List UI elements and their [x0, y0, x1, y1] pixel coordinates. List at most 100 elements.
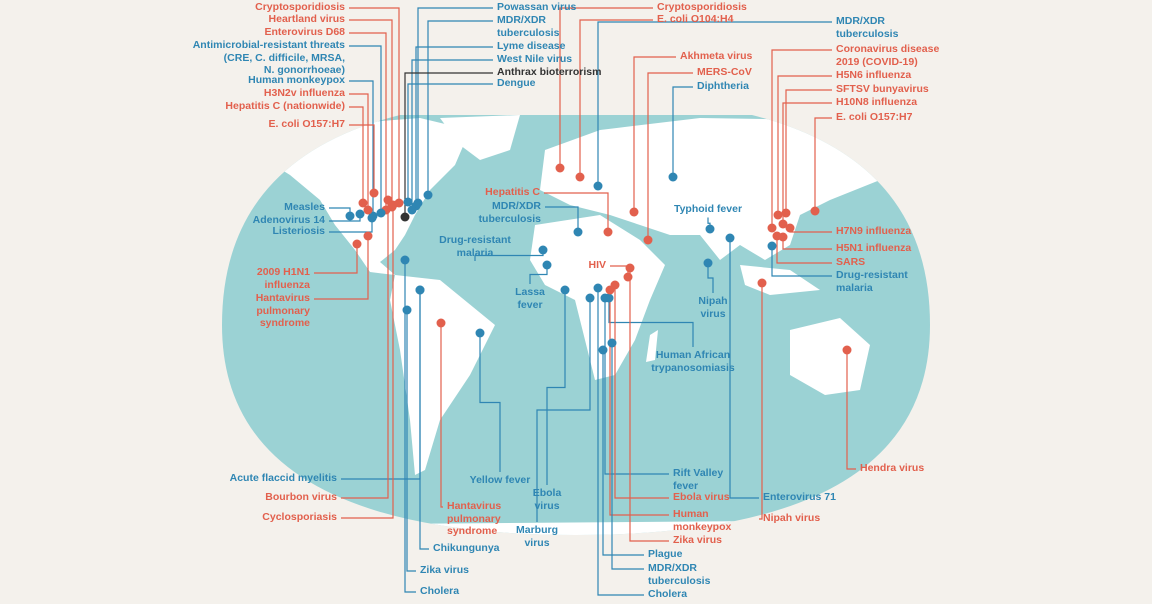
- outbreak-dot: [400, 255, 410, 265]
- outbreak-dot: [593, 181, 603, 191]
- disease-label-line: virus: [700, 307, 726, 320]
- disease-label-line: Zika virus: [673, 534, 723, 546]
- outbreak-dot: [605, 285, 615, 295]
- disease-label: West Nile virus: [497, 53, 572, 66]
- disease-label-line: SFTSV bunyavirus: [836, 83, 929, 95]
- outbreak-dot: [400, 212, 410, 222]
- leader-line: [440, 323, 443, 508]
- leader-line: [777, 75, 832, 215]
- leader-line: [782, 102, 832, 224]
- disease-label-line: Hantavirus: [447, 500, 502, 512]
- leader-line: [611, 343, 644, 570]
- disease-label-line: MDR/XDR: [836, 15, 885, 27]
- disease-label-line: H3N2v influenza: [263, 87, 345, 99]
- leader-line: [707, 263, 714, 293]
- australia: [790, 318, 870, 395]
- disease-label: Ebola virus: [533, 487, 562, 512]
- disease-label: Hepatitis C: [485, 186, 540, 199]
- disease-label-line: Dengue: [497, 77, 536, 89]
- outbreak-dot: [560, 285, 570, 295]
- disease-label-line: Lassa: [515, 286, 545, 298]
- leader-line: [771, 246, 832, 277]
- leader-line: [349, 106, 364, 203]
- disease-label: Cyclosporiasis: [262, 511, 337, 524]
- leader-line: [776, 236, 832, 264]
- outbreak-dot: [623, 272, 633, 282]
- disease-label: Bourbon virus: [265, 491, 337, 504]
- leader-line: [415, 46, 493, 206]
- disease-label-line: Lyme disease: [497, 40, 566, 52]
- disease-label: Chikungunya: [433, 542, 500, 555]
- outbreak-dot: [705, 224, 715, 234]
- disease-label-line: tuberculosis: [648, 574, 711, 587]
- leader-line: [846, 350, 856, 470]
- disease-label: 2009 H1N1 influenza: [257, 266, 310, 291]
- disease-label: SFTSV bunyavirus: [836, 83, 929, 96]
- disease-label: Lyme disease: [497, 40, 566, 53]
- disease-label: H7N9 influenza: [836, 225, 911, 238]
- leader-line: [602, 350, 644, 556]
- leader-line: [672, 86, 693, 177]
- disease-label: Yellow fever: [470, 474, 531, 487]
- disease-label: Diphtheria: [697, 80, 749, 93]
- outbreak-dot: [575, 172, 585, 182]
- outbreak-dot: [573, 227, 583, 237]
- disease-label: Cryptosporidiosis: [255, 1, 345, 14]
- disease-label-line: H7N9 influenza: [836, 225, 912, 237]
- outbreak-dot: [629, 207, 639, 217]
- disease-label-line: HIV: [588, 259, 606, 271]
- disease-label: Zika virus: [673, 534, 722, 547]
- disease-label: HIV: [588, 259, 606, 272]
- leader-line: [647, 72, 693, 240]
- disease-label: H10N8 influenza: [836, 96, 917, 109]
- disease-label: Human African trypanosomiasis: [651, 349, 734, 374]
- disease-label: Plague: [648, 548, 682, 561]
- disease-label-line: Ebola virus: [673, 491, 730, 503]
- disease-label: Adenovirus 14: [253, 214, 325, 227]
- disease-label-line: Zika virus: [420, 564, 470, 576]
- disease-label: H5N1 influenza: [836, 242, 911, 255]
- greenland: [440, 115, 520, 160]
- disease-label-line: H5N6 influenza: [836, 69, 912, 81]
- outbreak-dot: [345, 211, 355, 221]
- leader-line: [417, 7, 493, 203]
- leader-line: [314, 236, 369, 300]
- disease-label-line: Anthrax bioterrorism: [497, 66, 602, 78]
- disease-label-line: Adenovirus 14: [252, 214, 325, 226]
- disease-label-line: Antimicrobial-resistant threats: [192, 39, 345, 51]
- leader-line: [349, 124, 375, 193]
- leader-line: [529, 265, 548, 284]
- disease-label-line: tuberculosis: [836, 27, 899, 40]
- disease-label: E. coli O104:H4: [657, 13, 733, 26]
- disease-label-line: (CRE, C. difficile, MRSA,: [223, 51, 345, 64]
- disease-label: Dengue: [497, 77, 536, 90]
- outbreak-dot: [757, 278, 767, 288]
- leader-line: [536, 298, 591, 522]
- leader-line: [349, 32, 387, 210]
- disease-label-line: virus: [534, 499, 560, 512]
- north-america: [250, 118, 470, 275]
- outbreak-dot: [778, 219, 788, 229]
- disease-label: Nipah virus: [698, 295, 727, 320]
- disease-label: Drug-resistant malaria: [439, 234, 511, 259]
- outbreak-dot: [600, 293, 610, 303]
- leader-line: [771, 49, 832, 228]
- disease-label: Cryptosporidiosis: [657, 1, 747, 14]
- disease-label: Heartland virus: [269, 13, 345, 26]
- disease-label-line: E. coli O157:H7: [836, 111, 913, 123]
- outbreak-dot: [767, 223, 777, 233]
- disease-label-line: Coronavirus disease: [836, 43, 940, 55]
- disease-label: Hantavirus pulmonary syndrome: [447, 500, 501, 538]
- disease-label-line: Chikungunya: [433, 542, 500, 554]
- madagascar: [646, 330, 658, 362]
- outbreak-dot: [388, 200, 398, 210]
- leader-line: [814, 117, 832, 211]
- disease-label-line: Ebola: [532, 487, 562, 499]
- disease-label-line: MERS-CoV: [697, 66, 752, 78]
- disease-label: Cholera: [420, 585, 459, 598]
- leader-line: [604, 298, 669, 475]
- disease-label-line: Enterovirus D68: [264, 26, 345, 38]
- disease-label-line: Hepatitis C: [485, 186, 540, 198]
- disease-label-line: Bourbon virus: [265, 491, 337, 503]
